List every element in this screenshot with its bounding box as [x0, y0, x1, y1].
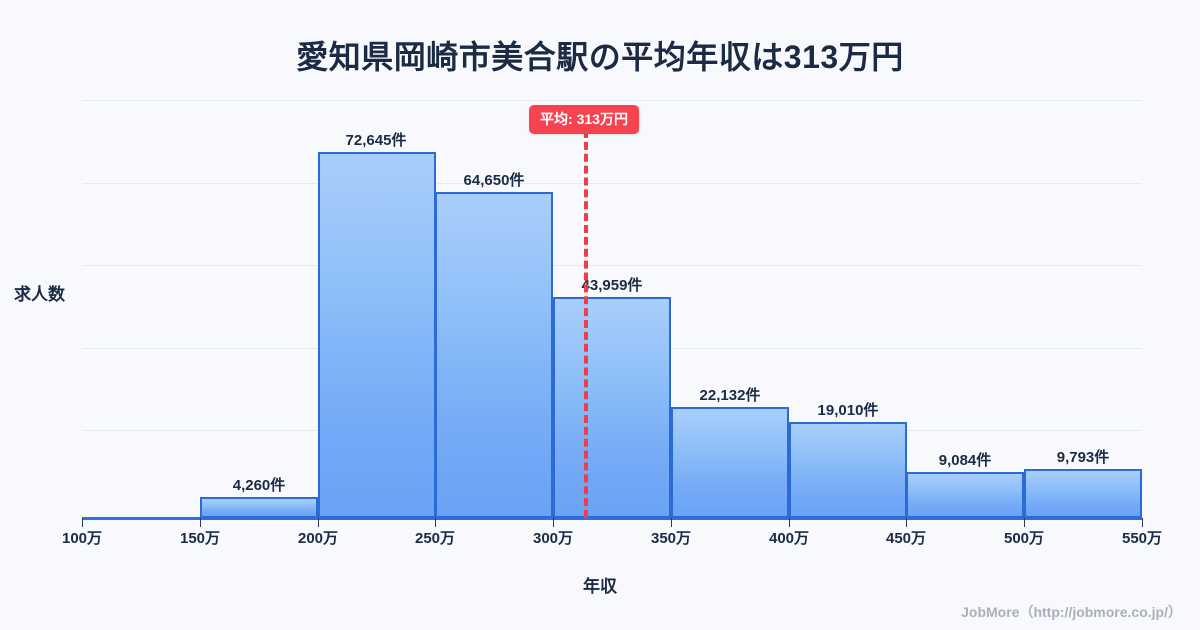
x-axis-tick — [1024, 518, 1025, 527]
x-axis-tick-label: 200万 — [297, 530, 339, 547]
x-axis-tick — [1142, 518, 1143, 527]
bar[interactable] — [318, 152, 436, 518]
x-axis-tick — [906, 518, 907, 527]
page-title: 愛知県岡崎市美合駅の平均年収は313万円 — [296, 39, 904, 75]
gridline — [82, 265, 1142, 266]
x-axis-tick-label: 300万 — [532, 530, 574, 547]
x-axis-tick — [318, 518, 319, 527]
bar[interactable] — [553, 297, 671, 518]
y-axis-title: 求人数 — [14, 285, 65, 304]
gridline — [82, 100, 1142, 101]
bar-value-label: 72,645件 — [345, 132, 407, 149]
bar-value-label: 9,084件 — [938, 452, 992, 469]
bar-value-label: 4,260件 — [232, 477, 286, 494]
x-axis-tick-label: 250万 — [414, 530, 456, 547]
bar-value-label: 19,010件 — [817, 402, 879, 419]
bar[interactable] — [435, 192, 553, 518]
footer-attribution: JobMore（http://jobmore.co.jp/） — [961, 604, 1182, 620]
bar-value-label: 9,793件 — [1056, 449, 1110, 466]
x-axis-tick-label: 350万 — [650, 530, 692, 547]
bar[interactable] — [789, 422, 907, 518]
x-axis-tick — [671, 518, 672, 527]
x-axis-tick — [553, 518, 554, 527]
bar[interactable] — [906, 472, 1024, 518]
x-axis-line — [82, 517, 1142, 520]
x-axis-tick — [789, 518, 790, 527]
x-axis-tick-label: 150万 — [179, 530, 221, 547]
x-axis-tick-label: 500万 — [1003, 530, 1045, 547]
gridline — [82, 183, 1142, 184]
x-axis-tick-label: 450万 — [885, 530, 927, 547]
x-axis-tick-label: 400万 — [768, 530, 810, 547]
x-axis-tick — [435, 518, 436, 527]
bar[interactable] — [671, 407, 789, 518]
bar[interactable] — [200, 497, 318, 518]
x-axis-title: 年収 — [583, 577, 617, 596]
x-axis-tick-label: 550万 — [1121, 530, 1163, 547]
average-line — [584, 130, 588, 518]
bar[interactable] — [1024, 469, 1142, 518]
average-badge: 平均: 313万円 — [529, 105, 639, 134]
x-axis-tick — [200, 518, 201, 527]
x-axis-tick-label: 100万 — [61, 530, 103, 547]
x-axis-tick — [82, 518, 83, 527]
bar-value-label: 22,132件 — [699, 387, 761, 404]
bar-value-label: 43,959件 — [581, 277, 643, 294]
bar-value-label: 64,650件 — [463, 172, 525, 189]
